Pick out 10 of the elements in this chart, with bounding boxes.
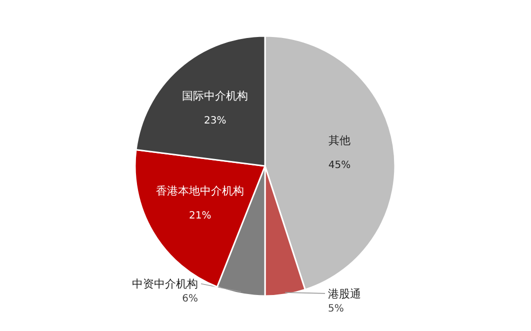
data-label: 5% [328,303,344,314]
slice-label: 中资中介机构 [132,278,198,291]
data-label: 23% [204,115,226,126]
slice-label: 其他 [328,134,350,148]
data-label: 6% [182,294,198,305]
slice-label: 香港本地中介机构 [156,184,244,198]
data-label: 21% [188,210,212,222]
slice-label: 港股通 [328,287,362,300]
data-label: 45% [328,160,351,172]
slice-label: 国际中介机构 [182,89,248,102]
